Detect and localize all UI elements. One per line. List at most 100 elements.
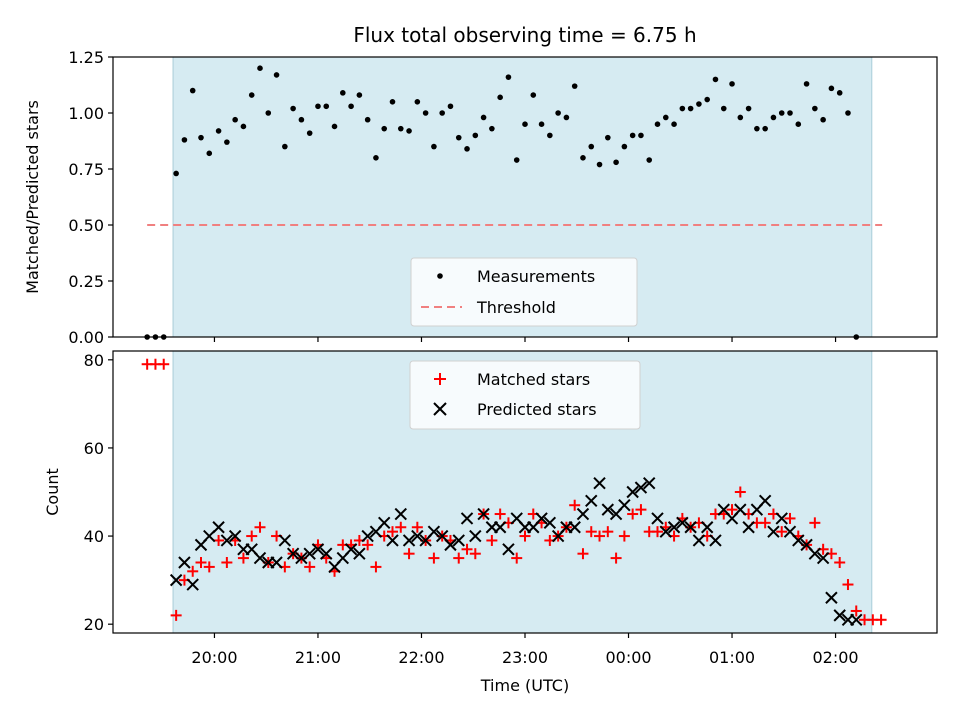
matched-star-point bbox=[411, 521, 423, 533]
matched-star-point bbox=[875, 614, 887, 626]
predicted-star-point bbox=[460, 512, 474, 525]
predicted-star-point bbox=[344, 543, 358, 556]
measurement-point bbox=[778, 110, 785, 116]
measurement-point bbox=[687, 105, 694, 112]
predicted-star-point bbox=[278, 534, 292, 547]
measurement-point bbox=[662, 114, 669, 121]
measurement-point bbox=[547, 132, 553, 139]
legend-measurements: Measurements bbox=[477, 267, 595, 286]
matched-star-point bbox=[850, 605, 862, 617]
measurement-point bbox=[571, 83, 578, 89]
predicted-star-point bbox=[444, 538, 457, 552]
predicted-star-point bbox=[469, 529, 482, 543]
matched-star-point bbox=[726, 504, 738, 516]
predicted-star-point bbox=[792, 534, 805, 547]
predicted-star-point bbox=[692, 534, 706, 547]
measurement-point bbox=[613, 159, 619, 166]
predicted-star-point bbox=[626, 485, 639, 499]
predicted-star-point bbox=[585, 494, 598, 508]
predicted-star-point bbox=[825, 591, 838, 604]
measurement-point bbox=[513, 157, 520, 163]
measurement-point bbox=[257, 65, 263, 71]
predicted-star-point bbox=[601, 503, 615, 516]
matched-star-point bbox=[776, 526, 788, 538]
measurement-point bbox=[224, 139, 230, 145]
predicted-star-point bbox=[676, 516, 689, 530]
predicted-star-point bbox=[643, 476, 656, 490]
matched-star-point bbox=[461, 543, 473, 555]
legend-threshold: Threshold bbox=[476, 298, 556, 317]
matched-star-point bbox=[195, 557, 207, 568]
bottom-legend-box bbox=[409, 360, 641, 430]
measurements-legend-marker bbox=[437, 273, 443, 279]
matched-star-point bbox=[203, 561, 215, 573]
matched-star-point bbox=[734, 486, 746, 498]
matched-star-point bbox=[627, 508, 639, 520]
top-y-tick-label: 1.25 bbox=[68, 48, 104, 67]
predicted-star-point bbox=[833, 609, 846, 622]
matched-legend-marker bbox=[434, 373, 446, 385]
bottom-y-tick-label: 20 bbox=[84, 615, 104, 634]
count-points bbox=[141, 358, 887, 626]
matched-star-point bbox=[246, 530, 258, 542]
predicted-star-point bbox=[618, 499, 631, 512]
top-y-tick-label: 0.00 bbox=[68, 328, 104, 347]
bottom-y-tick-label: 40 bbox=[84, 527, 104, 546]
chart-title: Flux total observing time = 6.75 h bbox=[353, 23, 696, 47]
predicted-star-point bbox=[311, 543, 325, 556]
matched-star-point bbox=[486, 534, 498, 546]
top-y-tick-label: 1.00 bbox=[68, 104, 104, 123]
measurement-point bbox=[828, 85, 835, 92]
x-tick-label: 23:00 bbox=[502, 648, 548, 667]
measurement-point bbox=[745, 105, 752, 112]
top-y-axis-label: Matched/Predicted stars bbox=[23, 100, 42, 294]
measurement-point bbox=[340, 90, 346, 96]
measurement-point bbox=[538, 121, 545, 127]
predicted-star-point bbox=[659, 525, 672, 538]
matched-star-point bbox=[842, 579, 854, 591]
matched-star-point bbox=[304, 561, 316, 573]
predicted-star-point bbox=[667, 521, 681, 534]
measurement-point bbox=[173, 170, 179, 177]
x-tick-label: 00:00 bbox=[605, 648, 651, 667]
predicted-star-point bbox=[402, 534, 416, 547]
predicted-star-point bbox=[394, 507, 407, 521]
measurement-point bbox=[215, 128, 222, 134]
matched-star-point bbox=[428, 552, 440, 564]
measurement-point bbox=[762, 125, 768, 132]
matched-star-point bbox=[834, 557, 846, 568]
predicted-star-point bbox=[568, 521, 581, 534]
matched-star-point bbox=[569, 499, 581, 511]
matched-star-point bbox=[602, 526, 614, 538]
measurement-point bbox=[720, 105, 727, 112]
measurement-point bbox=[489, 125, 495, 132]
predicted-star-point bbox=[220, 534, 234, 547]
predicted-star-point bbox=[493, 521, 507, 534]
measurement-point bbox=[181, 137, 188, 143]
measurement-point bbox=[820, 116, 826, 123]
predicted-star-point bbox=[543, 516, 557, 530]
matched-star-point bbox=[386, 526, 398, 538]
measurement-point bbox=[331, 123, 338, 130]
measurement-point bbox=[812, 105, 818, 112]
predicted-star-point bbox=[411, 529, 424, 543]
bottom-y-tick-label: 80 bbox=[84, 351, 104, 370]
matched-star-point bbox=[170, 609, 182, 621]
predicted-star-point bbox=[850, 613, 863, 626]
top-axes-frame bbox=[112, 56, 938, 338]
top-legend: Measurements Threshold bbox=[410, 257, 638, 327]
predicted-star-point bbox=[286, 547, 300, 560]
predicted-star-point bbox=[228, 529, 242, 543]
measurement-point bbox=[679, 105, 686, 112]
predicted-star-point bbox=[576, 507, 590, 521]
predicted-star-point bbox=[816, 551, 830, 565]
measurement-point bbox=[439, 110, 445, 116]
matched-star-point bbox=[237, 552, 249, 564]
measurement-point bbox=[414, 99, 421, 105]
measurement-point bbox=[845, 110, 851, 116]
measurement-point bbox=[406, 128, 412, 134]
predicted-star-point bbox=[427, 525, 441, 538]
predicted-star-point bbox=[361, 529, 374, 543]
matched-star-point bbox=[784, 512, 796, 524]
